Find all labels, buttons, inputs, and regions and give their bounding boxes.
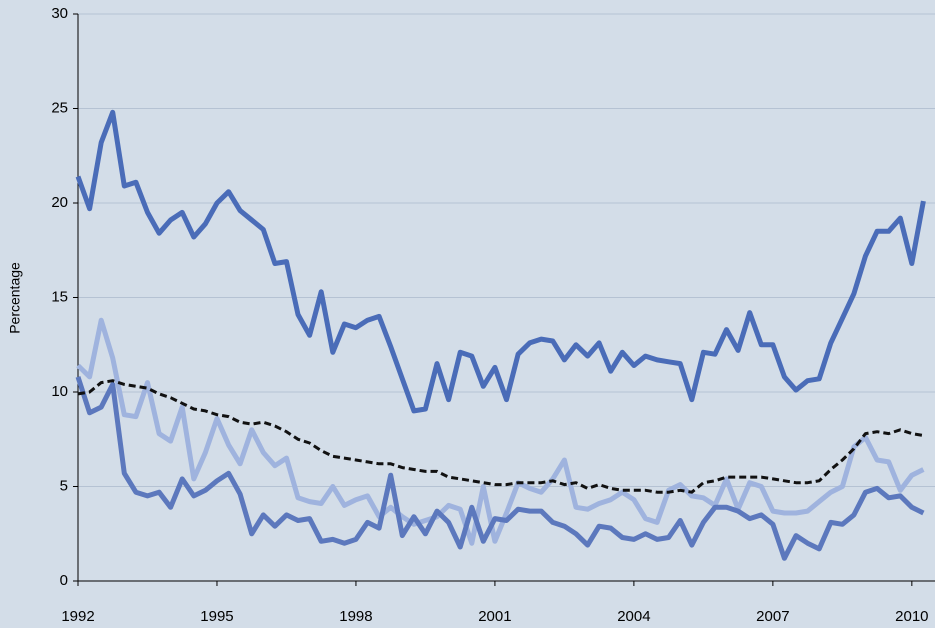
x-tick-label: 1992 [61, 608, 94, 625]
series-line [75, 109, 926, 414]
series-line [75, 376, 925, 561]
series-line [77, 379, 924, 494]
x-tick-label: 1995 [200, 608, 233, 625]
y-tick-label: 30 [51, 5, 68, 22]
y-tick-label: 10 [51, 383, 68, 400]
x-tick-label: 1998 [339, 608, 372, 625]
y-tick-label: 25 [51, 99, 68, 116]
y-tick-label: 15 [51, 288, 68, 305]
y-tick-label: 0 [60, 572, 68, 589]
y-tick-label: 20 [51, 194, 68, 211]
x-tick-label: 2001 [478, 608, 511, 625]
x-tick-label: 2007 [756, 608, 789, 625]
series-line [76, 317, 925, 546]
y-tick-label: 5 [60, 477, 68, 494]
y-axis-label: Percentage [7, 262, 23, 334]
x-tick-label: 2010 [895, 608, 928, 625]
x-tick-label: 2004 [617, 608, 650, 625]
